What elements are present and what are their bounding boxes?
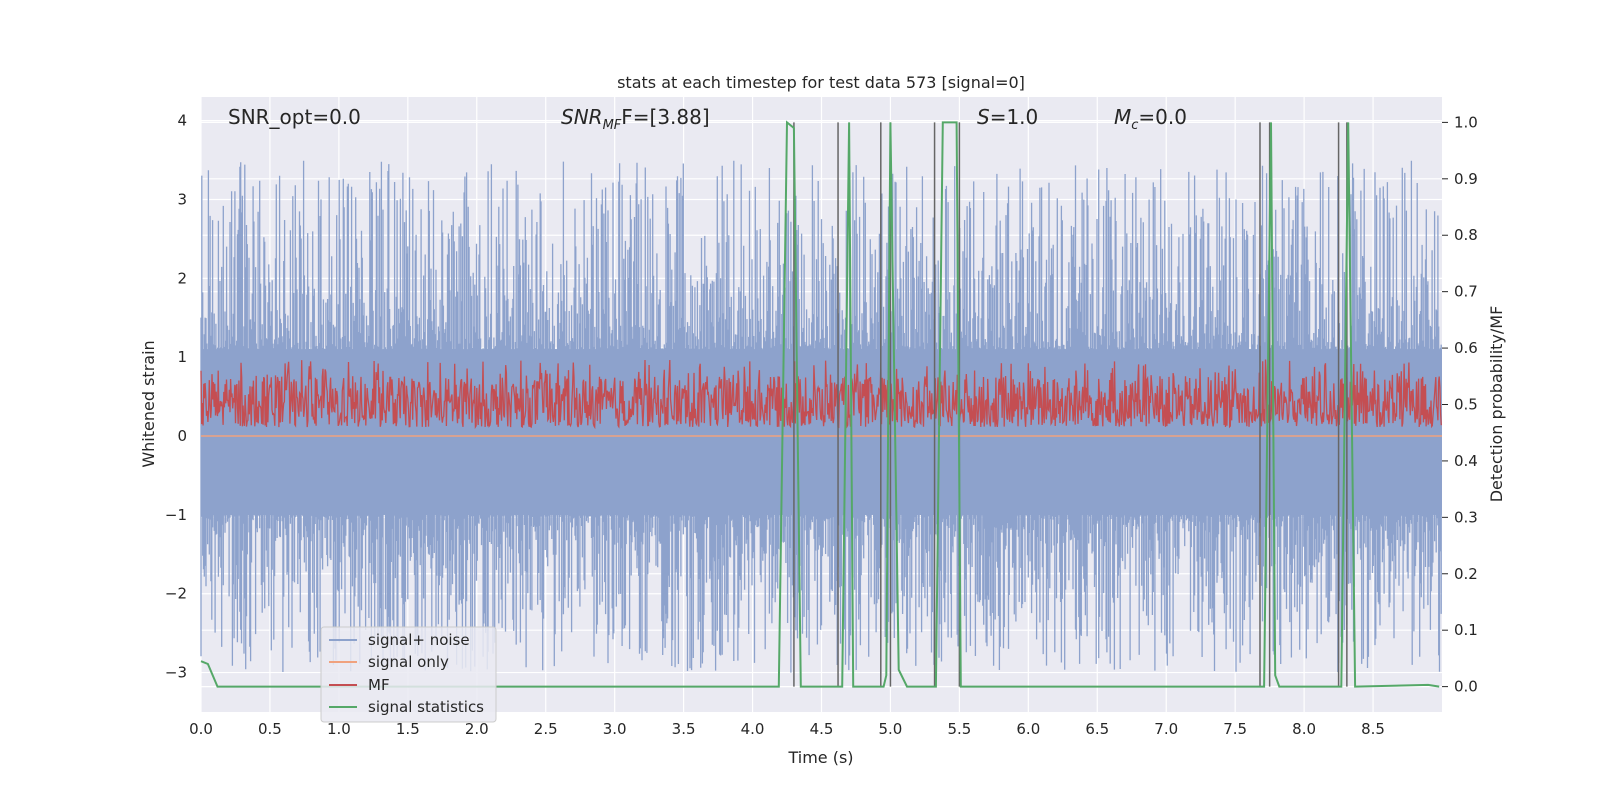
x-tick-label: 0.5: [258, 720, 282, 738]
series-signal-statistics: [200, 120, 1440, 688]
y-tick-label: 3: [177, 191, 187, 209]
annotation-mc-value: =0.0: [1138, 105, 1187, 129]
chart-title: stats at each timestep for test data 573…: [617, 73, 1025, 92]
y-tick-label: 2: [177, 269, 187, 287]
x-tick-labels: 0.0 0.5 1.0 1.5 2.0 2.5 3.0 3.5 4.0 4.5 5.0 5.5 6.0 6…: [189, 720, 1385, 738]
legend: signal+ noise signal only MF signal stat…: [320, 626, 497, 723]
annotation-s-value: =1.0: [990, 105, 1039, 129]
y-tick-label: 1: [177, 348, 187, 366]
y-tick-label: 0: [177, 427, 187, 445]
x-tick-label: 4.5: [810, 720, 834, 738]
x-tick-label: 6.0: [1016, 720, 1040, 738]
mf-line: [200, 359, 1442, 430]
x-tick-label: 4.0: [741, 720, 765, 738]
y2-tick-label: 0.8: [1454, 226, 1478, 244]
annotation-snr-mf: SNRMFF=[3.88]: [561, 105, 710, 133]
y2-tick-label: 0.3: [1454, 508, 1478, 526]
y-tick-label: 4: [177, 112, 187, 130]
annotation-snr-mf-sub: MF: [603, 118, 622, 133]
x-tick-label: 1.0: [327, 720, 351, 738]
annotation-mc: Mc=0.0: [1114, 105, 1187, 133]
signal-statistics-line: [200, 120, 1440, 688]
x-tick-label: 0.0: [189, 720, 213, 738]
y2-axis-label: Detection probability/MF: [1487, 306, 1506, 503]
x-tick-label: 7.5: [1223, 720, 1247, 738]
annotation-s-label: S: [977, 105, 990, 129]
y2-tick-label: 0.4: [1454, 452, 1478, 470]
annotation-snr-opt: SNR_opt=0.0: [228, 105, 361, 129]
annotation-snr-mf-value: F=[3.88]: [621, 105, 709, 129]
x-tick-label: 5.0: [879, 720, 903, 738]
x-tick-label: 3.0: [603, 720, 627, 738]
legend-label-signal-only: signal only: [368, 653, 449, 671]
y2-tick-labels: 1.0 0.9 0.8 0.7 0.6 0.5 0.4 0.3 0.2 0.1 0.0: [1442, 113, 1478, 696]
x-tick-label: 2.0: [465, 720, 489, 738]
x-axis-label: Time (s): [787, 748, 853, 767]
annotation-snr-mf-label: SNR: [561, 105, 603, 129]
y-tick-label: −2: [165, 585, 187, 603]
y2-tick-label: 0.1: [1454, 621, 1478, 639]
x-tick-label: 8.5: [1361, 720, 1385, 738]
x-tick-label: 8.0: [1292, 720, 1316, 738]
y-tick-label: −3: [165, 664, 187, 682]
y2-tick-label: 0.0: [1454, 678, 1478, 696]
y-tick-labels: 4 3 2 1 0 −1 −2 −3: [165, 112, 187, 682]
x-tick-label: 3.5: [672, 720, 696, 738]
annotation-mc-label: M: [1114, 105, 1131, 129]
legend-box: [320, 626, 497, 723]
x-tick-label: 6.5: [1085, 720, 1109, 738]
annotation-mc-sub: c: [1131, 118, 1138, 133]
legend-label-signal-noise: signal+ noise: [368, 631, 470, 649]
y2-tick-label: 0.2: [1454, 565, 1478, 583]
series-mf: [200, 359, 1442, 430]
y-axis-label: Whitened strain: [139, 340, 158, 467]
y2-tick-label: 0.6: [1454, 339, 1478, 357]
legend-label-signal-statistics: signal statistics: [368, 698, 484, 716]
x-tick-label: 1.5: [396, 720, 420, 738]
x-tick-label: 2.5: [534, 720, 558, 738]
legend-label-mf: MF: [368, 676, 390, 694]
y2-tick-label: 0.7: [1454, 283, 1478, 301]
y2-tick-label: 0.9: [1454, 170, 1478, 188]
y-tick-label: −1: [165, 506, 187, 524]
y2-tick-label: 1.0: [1454, 113, 1478, 131]
y2-tick-label: 0.5: [1454, 396, 1478, 414]
x-tick-label: 7.0: [1154, 720, 1178, 738]
x-tick-label: 5.5: [947, 720, 971, 738]
annotation-s: S=1.0: [977, 105, 1038, 129]
